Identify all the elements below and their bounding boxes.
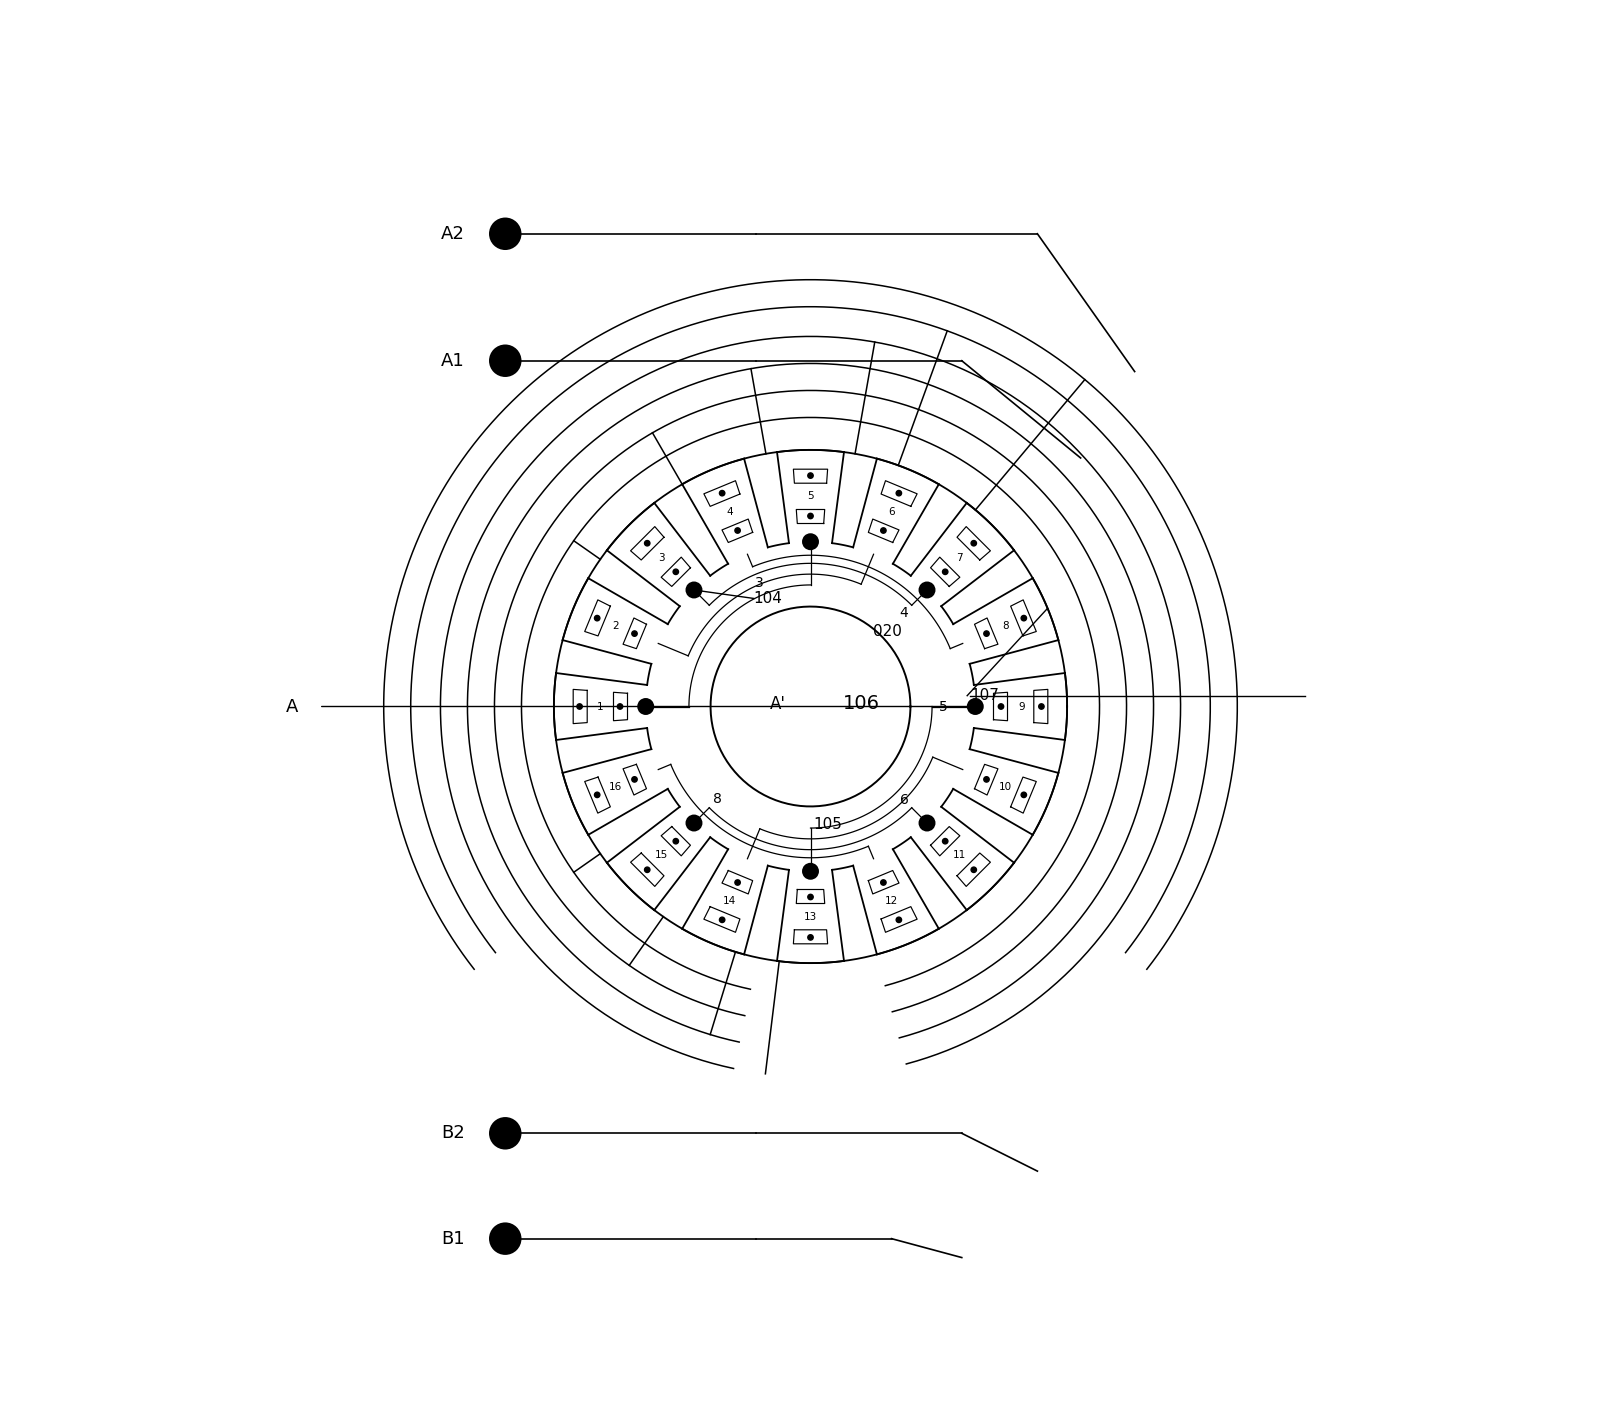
Circle shape [490, 219, 520, 249]
Text: 2: 2 [613, 620, 619, 630]
Circle shape [645, 868, 650, 872]
Text: B2: B2 [441, 1125, 465, 1142]
Circle shape [490, 1224, 520, 1253]
Text: 020: 020 [872, 625, 901, 640]
Text: 14: 14 [723, 896, 736, 906]
Text: 107: 107 [969, 688, 999, 704]
Text: 13: 13 [804, 913, 817, 923]
Circle shape [577, 704, 582, 709]
Circle shape [720, 490, 725, 496]
Text: 104: 104 [754, 591, 783, 606]
Circle shape [942, 838, 948, 844]
Circle shape [968, 699, 982, 714]
Circle shape [1021, 616, 1026, 620]
Text: 4: 4 [726, 507, 733, 517]
Circle shape [802, 534, 819, 550]
Circle shape [673, 838, 679, 844]
Circle shape [880, 528, 887, 533]
Circle shape [632, 777, 637, 783]
Circle shape [1021, 793, 1026, 797]
Circle shape [880, 880, 887, 885]
Circle shape [734, 528, 741, 533]
Circle shape [686, 582, 702, 598]
Text: A: A [285, 698, 298, 715]
Text: 4: 4 [900, 606, 908, 620]
Circle shape [984, 630, 989, 636]
Circle shape [896, 917, 901, 923]
Text: 6: 6 [888, 507, 895, 517]
Text: 105: 105 [814, 817, 841, 832]
Text: 8: 8 [713, 793, 721, 807]
Text: 8: 8 [1002, 620, 1008, 630]
Text: 12: 12 [885, 896, 898, 906]
Circle shape [919, 582, 935, 598]
Circle shape [807, 894, 814, 900]
Circle shape [919, 815, 935, 831]
Circle shape [802, 863, 819, 879]
Circle shape [618, 704, 622, 709]
Circle shape [971, 868, 976, 872]
Text: 106: 106 [843, 694, 880, 714]
Circle shape [686, 815, 702, 831]
Text: 1: 1 [597, 701, 603, 712]
Circle shape [639, 699, 653, 714]
Text: A': A' [770, 695, 786, 712]
Text: 9: 9 [1018, 701, 1024, 712]
Text: B1: B1 [441, 1229, 465, 1248]
Circle shape [595, 616, 600, 620]
Circle shape [942, 569, 948, 575]
Circle shape [734, 880, 741, 885]
Circle shape [999, 704, 1003, 709]
Circle shape [490, 1118, 520, 1149]
Text: 16: 16 [609, 783, 622, 793]
Circle shape [807, 513, 814, 519]
Text: 10: 10 [999, 783, 1012, 793]
Circle shape [971, 541, 976, 545]
Circle shape [720, 917, 725, 923]
Circle shape [1039, 704, 1044, 709]
Text: 5: 5 [807, 490, 814, 500]
Text: 11: 11 [953, 851, 966, 861]
Text: 6: 6 [900, 793, 908, 807]
Text: 3: 3 [755, 577, 763, 591]
Circle shape [490, 346, 520, 376]
Circle shape [595, 793, 600, 797]
Circle shape [896, 490, 901, 496]
Text: A1: A1 [441, 352, 465, 370]
Circle shape [673, 569, 679, 575]
Circle shape [807, 473, 814, 478]
Circle shape [645, 541, 650, 545]
Text: 3: 3 [658, 552, 665, 562]
Text: 7: 7 [956, 552, 963, 562]
Text: 5: 5 [939, 699, 947, 714]
Circle shape [632, 630, 637, 636]
Circle shape [984, 777, 989, 783]
Text: 15: 15 [655, 851, 668, 861]
Text: A2: A2 [441, 225, 465, 243]
Circle shape [807, 935, 814, 940]
